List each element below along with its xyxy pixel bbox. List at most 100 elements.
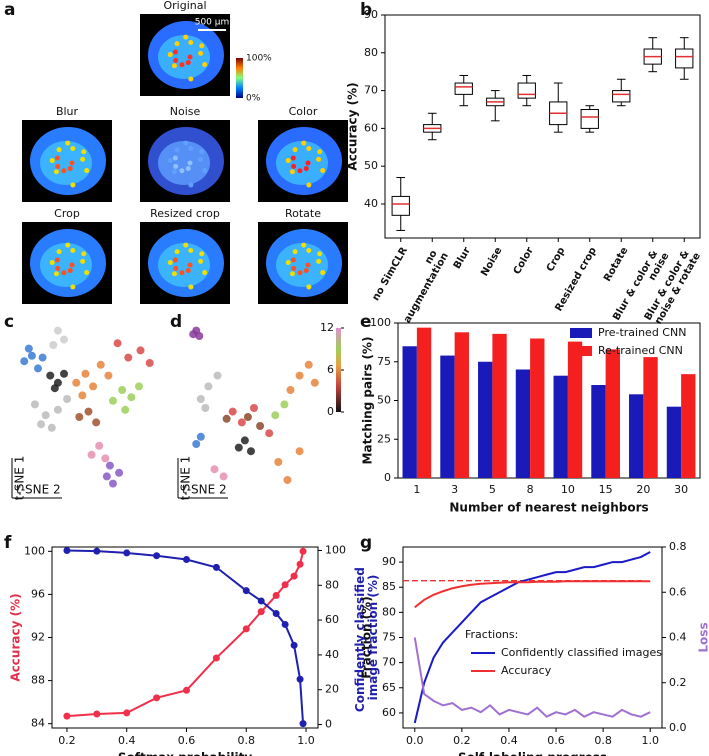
- box: [580, 108, 599, 129]
- image-spot: [297, 270, 303, 276]
- marker: [153, 694, 161, 702]
- point: [50, 384, 59, 393]
- image-spot: [289, 169, 295, 175]
- point: [53, 405, 62, 414]
- marker: [272, 609, 280, 617]
- image-spot: [285, 158, 291, 164]
- y-tick-label: 90: [364, 8, 378, 21]
- image-title: Resized crop: [150, 207, 220, 220]
- image-spot: [188, 248, 194, 254]
- y-tick-label: 60: [325, 613, 339, 626]
- point: [101, 454, 110, 463]
- y-tick-label: 60: [382, 706, 396, 719]
- x-tick-label: 15: [599, 483, 613, 496]
- y-tick-label: 75: [382, 631, 396, 644]
- marker: [182, 686, 190, 694]
- image-spot: [49, 260, 55, 266]
- image-spot: [171, 63, 177, 69]
- image-spot: [183, 140, 189, 146]
- point: [234, 443, 243, 452]
- bar: [478, 361, 493, 478]
- y-tick-label: 40: [364, 197, 378, 210]
- image-title: Blur: [56, 105, 79, 118]
- point: [34, 364, 43, 373]
- image-spot: [198, 258, 204, 264]
- point: [95, 441, 104, 450]
- y-tick-label: 80: [325, 578, 339, 591]
- image-spot: [70, 146, 76, 152]
- plot-frame: [384, 14, 701, 239]
- line: [414, 580, 651, 609]
- image-spot: [171, 169, 177, 175]
- point: [87, 450, 96, 459]
- marker: [212, 563, 220, 571]
- colorbar-label: 0%: [246, 94, 261, 104]
- marker: [272, 591, 280, 599]
- panel-label: b: [360, 0, 372, 20]
- y-tick-label: 65: [382, 681, 396, 694]
- x-tick-label: 0.2: [58, 734, 76, 747]
- point: [228, 407, 237, 416]
- line: [66, 549, 305, 724]
- panel-label: f: [4, 533, 12, 553]
- point: [210, 465, 219, 474]
- image-spot: [188, 284, 194, 290]
- image-spot: [301, 242, 307, 248]
- image-spot: [80, 156, 86, 162]
- colorbar-label: 100%: [246, 54, 272, 64]
- image-spot: [202, 168, 208, 174]
- image-spot: [303, 166, 309, 172]
- image-spot: [306, 146, 312, 152]
- bar: [515, 369, 531, 478]
- y-tick-label: 70: [364, 84, 378, 97]
- image-spot: [172, 155, 178, 161]
- image-spot: [317, 251, 323, 257]
- point: [108, 479, 117, 488]
- axis-label: Accuracy (%): [9, 593, 23, 681]
- image-spot: [173, 57, 179, 63]
- marker: [63, 712, 71, 720]
- image-spot: [320, 168, 326, 174]
- marker: [296, 675, 304, 683]
- bar: [681, 374, 696, 478]
- image-spot: [301, 140, 307, 146]
- y-tick-label: 60: [364, 121, 378, 134]
- image-spot: [49, 158, 55, 164]
- point: [104, 371, 113, 380]
- point: [72, 378, 81, 387]
- box: [675, 48, 694, 69]
- point: [243, 413, 252, 421]
- x-tick-label: 1.0: [641, 734, 659, 747]
- point: [53, 326, 62, 335]
- colorbar-tick-label: 6: [327, 363, 334, 376]
- x-tick-label: Crop: [545, 246, 568, 274]
- image-spot: [198, 156, 204, 162]
- point: [89, 382, 98, 391]
- image-spot: [289, 271, 295, 277]
- image-spot: [185, 268, 191, 274]
- image-spot: [183, 242, 189, 248]
- x-tick-label: 0.0: [406, 734, 424, 747]
- image-spot: [305, 160, 311, 166]
- image-spot: [320, 270, 326, 276]
- marker: [257, 597, 265, 605]
- plot-frame: [402, 546, 663, 729]
- point: [78, 391, 87, 400]
- point: [37, 420, 46, 429]
- image-spot: [70, 248, 76, 254]
- image-spot: [65, 140, 71, 146]
- panel-label: d: [170, 312, 182, 332]
- marker: [182, 556, 190, 564]
- image-spot: [84, 168, 90, 174]
- point: [250, 404, 258, 412]
- bar: [643, 357, 658, 478]
- y-tick-label: 50: [364, 159, 378, 172]
- image-spot: [316, 258, 322, 264]
- point: [134, 382, 143, 391]
- image-spot: [303, 268, 309, 274]
- y-tick-label: 0.8: [669, 540, 687, 553]
- x-tick-label: Color: [512, 245, 536, 276]
- image-spot: [56, 249, 62, 255]
- box: [612, 90, 631, 103]
- point: [283, 476, 292, 484]
